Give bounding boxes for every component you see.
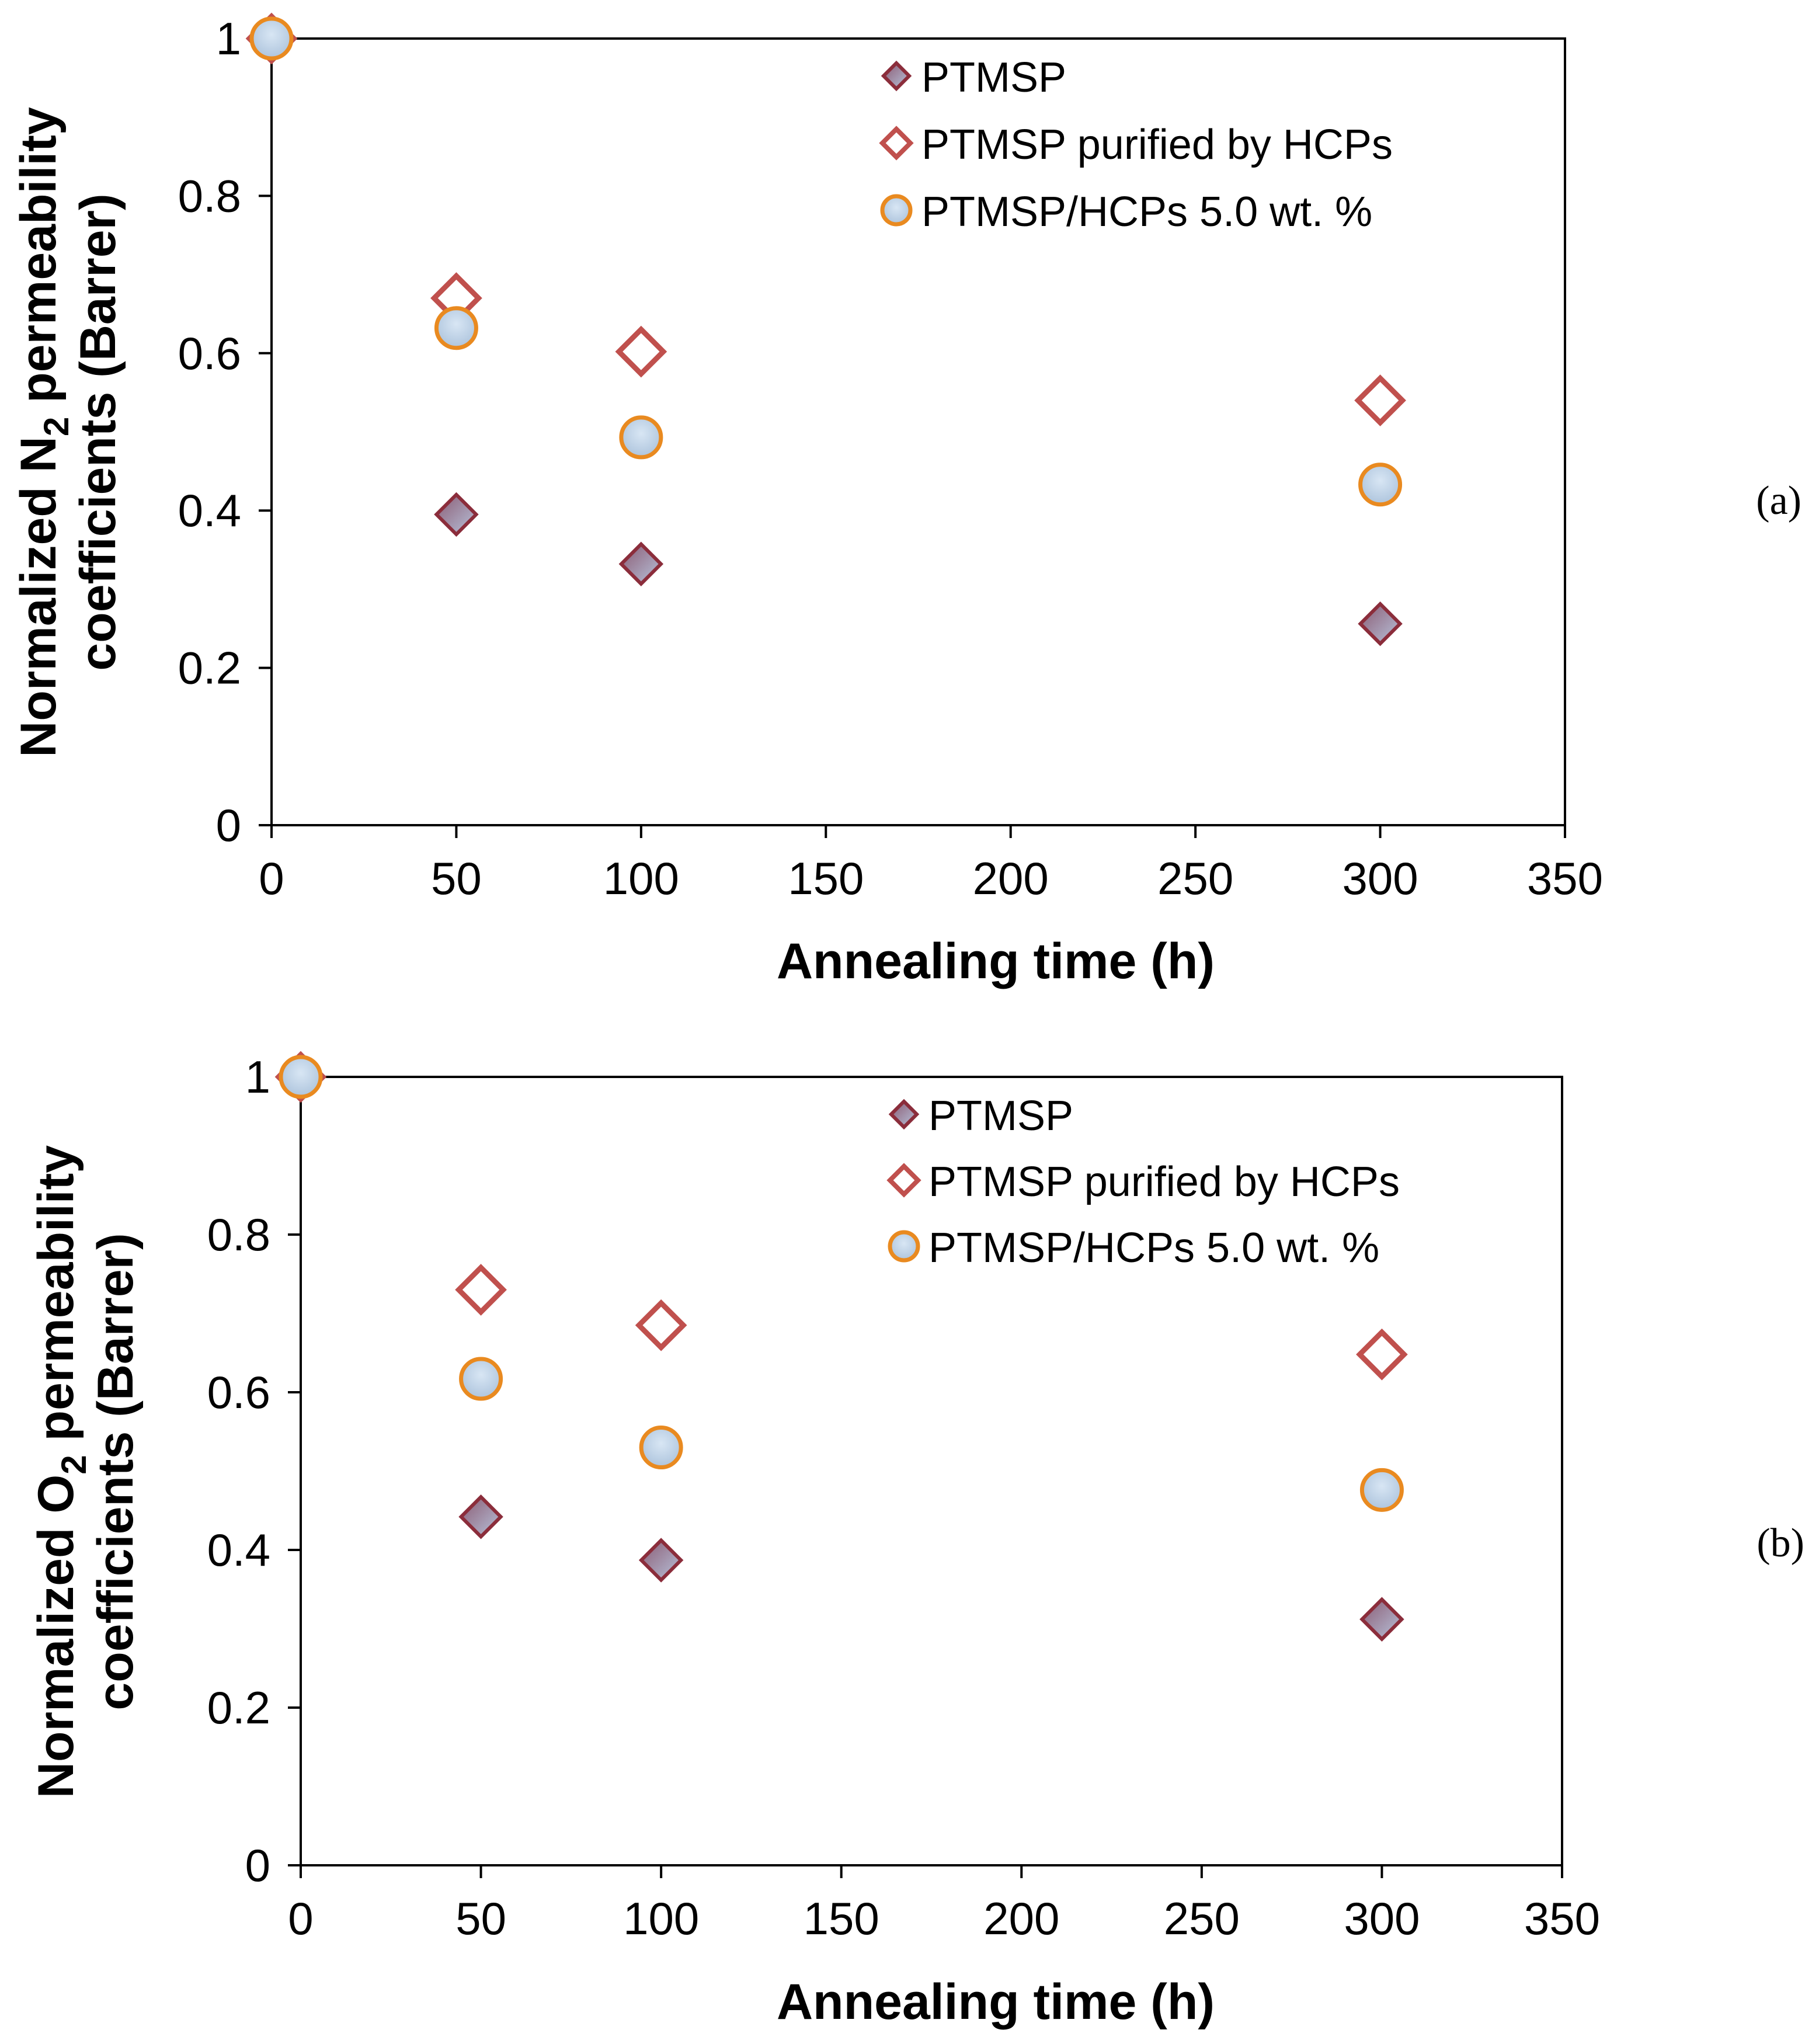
x-tick-label-a-1: 50 [431, 853, 482, 904]
point-composite-b-0 [279, 1055, 323, 1099]
x-tick-label-b-2: 100 [623, 1893, 699, 1944]
markers-b [274, 1051, 1408, 1642]
y-axis-title-b: Normalized O2 permeability coefficients … [28, 1145, 144, 1798]
plot-area-b [300, 1076, 1563, 1866]
x-tick-label-b-5: 250 [1164, 1893, 1240, 1944]
legend-label-ptmsp-a: PTMSP [921, 54, 1066, 101]
y-axis-title-a: Normalized N2 permeability coefficients … [11, 107, 126, 757]
x-tick-label-a-3: 150 [788, 853, 864, 904]
point-purified-b-2 [635, 1299, 687, 1351]
point-purified-b-1 [455, 1264, 507, 1316]
legend-a: PTMSP PTMSP purified by HCPs PTMSP/HCPs … [879, 54, 1393, 235]
point-composite-b-2 [639, 1426, 683, 1469]
y-axis-title-line1-a: Normalized N2 permeability [11, 107, 76, 757]
y-tick-label-a-1: 0.2 [178, 642, 241, 694]
legend-label-purified-a: PTMSP purified by HCPs [921, 121, 1393, 168]
y-title-main-b: Normalized O [28, 1475, 84, 1798]
panel-label-b: (b) [1757, 1521, 1804, 1566]
legend-marker-composite-b [888, 1230, 920, 1263]
x-tick-label-a-2: 100 [603, 853, 679, 904]
x-tick-label-a-6: 300 [1343, 853, 1418, 904]
y-axis-title-line2-a: coefficients (Barrer) [70, 193, 126, 670]
point-composite-a-0 [249, 16, 294, 61]
legend-label-purified-b: PTMSP purified by HCPs [928, 1159, 1400, 1205]
legend-symbol-purified-b [886, 1163, 921, 1198]
y-axis-title-line2-b: coefficients (Barrer) [88, 1233, 144, 1710]
y-ticks-a: 0 0.2 0.4 0.6 0.8 1 [178, 13, 272, 851]
x-axis-title-b: Annealing time (h) [777, 1974, 1215, 2030]
y-tick-label-b-1: 0.2 [207, 1682, 270, 1733]
panel-label-a: (a) [1756, 478, 1801, 523]
point-ptmsp-b-2 [638, 1538, 684, 1583]
chart-panel-b: 0 50 100 150 200 250 300 350 0 0.2 0.4 0.6 0.8 1 PTM… [28, 1051, 1804, 2030]
point-ptmsp-a-3 [1358, 601, 1403, 646]
point-composite-a-1 [434, 306, 478, 350]
legend-symbol-ptmsp-a [881, 60, 912, 92]
y-title-main-a: Normalized N [11, 436, 67, 757]
point-purified-a-2 [615, 325, 667, 378]
x-tick-label-b-3: 150 [804, 1893, 879, 1944]
y-title-sub-a: 2 [37, 417, 76, 436]
point-composite-a-2 [619, 415, 663, 460]
x-axis-title-a: Annealing time (h) [777, 933, 1215, 989]
x-ticks-b: 0 50 100 150 200 250 300 350 [288, 1865, 1600, 1944]
legend-label-composite-a: PTMSP/HCPs 5.0 wt. % [921, 189, 1372, 235]
y-tick-label-a-2: 0.4 [178, 485, 241, 536]
y-axis-title-line1-b: Normalized O2 permeability [28, 1145, 93, 1798]
legend-symbol-composite-b [888, 1230, 920, 1263]
legend-symbol-ptmsp-b [888, 1099, 920, 1130]
legend-marker-ptmsp-a [881, 60, 912, 92]
legend-symbol-purified-a [879, 126, 914, 161]
y-tick-label-a-0: 0 [216, 799, 241, 851]
y-tick-label-b-0: 0 [245, 1840, 270, 1891]
x-tick-label-b-6: 300 [1344, 1893, 1420, 1944]
chart-panel-a: 0 50 100 150 200 250 300 350 0 0.2 0.4 0.6 0.8 1 PTM… [11, 12, 1801, 989]
x-tick-label-b-0: 0 [288, 1893, 313, 1944]
y-tick-label-b-3: 0.6 [207, 1367, 270, 1418]
legend-marker-purified-b [886, 1163, 921, 1198]
legend-symbol-composite-a [880, 194, 913, 227]
point-purified-b-3 [1356, 1328, 1408, 1381]
x-tick-label-a-7: 350 [1527, 853, 1603, 904]
y-tick-label-b-2: 0.4 [207, 1524, 270, 1576]
markers-a [245, 12, 1406, 646]
y-title-rest-b: permeability [28, 1145, 84, 1455]
point-composite-a-3 [1358, 463, 1403, 507]
point-ptmsp-a-2 [618, 541, 664, 587]
point-purified-a-3 [1354, 374, 1406, 426]
y-title-sub-b: 2 [54, 1455, 93, 1474]
x-tick-label-b-1: 50 [455, 1893, 506, 1944]
point-composite-b-3 [1359, 1468, 1404, 1512]
point-ptmsp-a-1 [434, 492, 479, 537]
y-tick-label-b-4: 0.8 [207, 1209, 270, 1260]
legend-label-ptmsp-b: PTMSP [928, 1093, 1073, 1139]
x-tick-label-a-0: 0 [259, 853, 284, 904]
y-ticks-b: 0 0.2 0.4 0.6 0.8 1 [207, 1051, 301, 1891]
plot-area-a [270, 37, 1566, 826]
x-tick-label-a-4: 200 [973, 853, 1049, 904]
y-tick-label-a-5: 1 [216, 13, 241, 64]
x-tick-label-b-7: 350 [1524, 1893, 1600, 1944]
point-ptmsp-b-3 [1359, 1597, 1404, 1642]
point-composite-b-1 [459, 1357, 503, 1401]
y-tick-label-a-4: 0.8 [178, 170, 241, 221]
legend-marker-purified-a [879, 126, 914, 161]
legend-marker-composite-a [880, 194, 913, 227]
x-tick-label-a-5: 250 [1157, 853, 1233, 904]
y-title-rest-a: permeability [11, 107, 67, 417]
point-ptmsp-b-1 [458, 1494, 503, 1539]
legend-label-composite-b: PTMSP/HCPs 5.0 wt. % [928, 1225, 1379, 1271]
y-tick-label-b-5: 1 [245, 1051, 270, 1103]
legend-marker-ptmsp-b [888, 1099, 920, 1130]
x-tick-label-b-4: 200 [983, 1893, 1059, 1944]
legend-b: PTMSP PTMSP purified by HCPs PTMSP/HCPs … [886, 1093, 1400, 1271]
x-ticks-a: 0 50 100 150 200 250 300 350 [259, 825, 1603, 904]
y-tick-label-a-3: 0.6 [178, 328, 241, 379]
